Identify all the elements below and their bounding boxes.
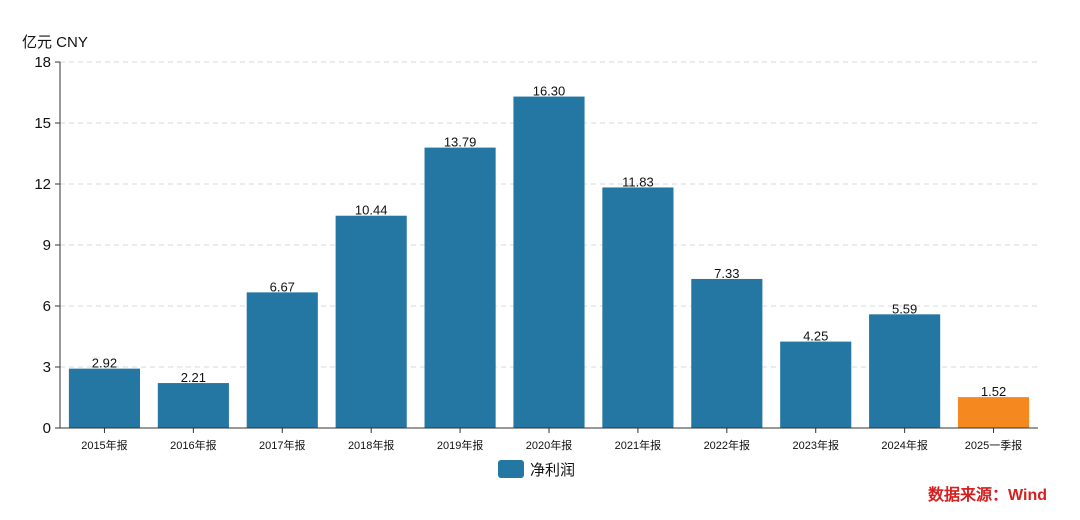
x-tick-label: 2025一季报 xyxy=(965,438,1022,452)
bar xyxy=(691,278,763,428)
x-tick-label: 2022年报 xyxy=(704,438,750,452)
y-tick-label: 18 xyxy=(34,54,51,71)
x-tick-label: 2016年报 xyxy=(170,438,216,452)
bar xyxy=(780,341,852,428)
bar-value-label: 13.79 xyxy=(444,135,477,150)
bar xyxy=(602,187,674,428)
y-unit-label: 亿元 CNY xyxy=(22,34,88,51)
y-tick-label: 12 xyxy=(34,176,51,193)
x-tick-label: 2018年报 xyxy=(348,438,394,452)
source-label: 数据来源：Wind xyxy=(928,485,1047,504)
bar-value-label: 6.67 xyxy=(270,279,295,294)
bar-value-label: 5.59 xyxy=(892,301,917,316)
bar xyxy=(68,368,141,428)
y-axis: 0 3 6 9 12 15 18 xyxy=(34,54,61,437)
bar xyxy=(869,314,941,428)
bar-value-label: 16.30 xyxy=(533,84,566,99)
x-tick-label: 2021年报 xyxy=(615,438,661,452)
legend-label: 净利润 xyxy=(530,462,575,479)
x-tick-label: 2015年报 xyxy=(81,438,127,452)
y-tick-label: 0 xyxy=(43,420,51,437)
bar-value-label: 1.52 xyxy=(981,384,1006,399)
bars: 2.92 2.21 6.67 10.44 13.79 16.30 11.83 7.33 4.25… xyxy=(68,84,1030,429)
x-tick-label: 2019年报 xyxy=(437,438,483,452)
y-tick-label: 15 xyxy=(34,115,51,132)
bar-value-label: 7.33 xyxy=(714,266,739,281)
x-tick-label: 2020年报 xyxy=(526,438,572,452)
y-tick-label: 9 xyxy=(43,237,51,254)
bar-value-label: 10.44 xyxy=(355,203,388,218)
y-tick-label: 3 xyxy=(43,359,51,376)
bar-value-label: 2.92 xyxy=(92,356,117,371)
x-tick-label: 2017年报 xyxy=(259,438,305,452)
bar xyxy=(424,147,496,428)
legend: 净利润 xyxy=(498,460,575,479)
bar xyxy=(157,383,229,428)
bar xyxy=(335,215,407,428)
x-tick-label: 2023年报 xyxy=(792,438,838,452)
bar xyxy=(246,292,318,428)
bar-value-label: 4.25 xyxy=(803,329,828,344)
x-tick-label: 2024年报 xyxy=(881,438,927,452)
bar xyxy=(957,397,1030,428)
bar xyxy=(513,96,585,429)
y-tick-label: 6 xyxy=(43,298,51,315)
bar-value-label: 11.83 xyxy=(622,174,654,189)
legend-swatch xyxy=(498,460,524,478)
bar-value-label: 2.21 xyxy=(181,370,206,385)
x-axis: 2015年报 2016年报 2017年报 2018年报 2019年报 2020年报 2021… xyxy=(60,427,1038,452)
